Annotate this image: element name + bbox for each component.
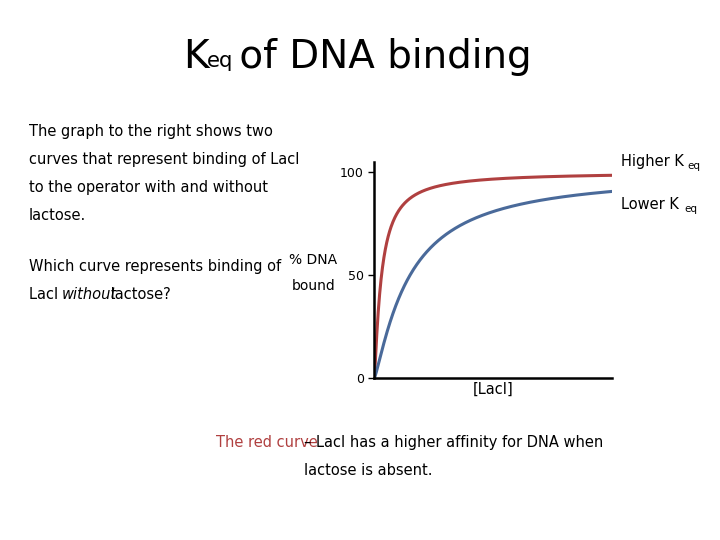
Text: eq: eq <box>207 51 234 71</box>
Text: The graph to the right shows two: The graph to the right shows two <box>29 124 273 139</box>
Text: curves that represent binding of LacI: curves that represent binding of LacI <box>29 152 300 167</box>
Text: % DNA: % DNA <box>289 253 337 267</box>
X-axis label: [LacI]: [LacI] <box>473 382 513 397</box>
Text: lactose is absent.: lactose is absent. <box>304 463 432 478</box>
Text: Lower K: Lower K <box>621 198 678 212</box>
Text: eq: eq <box>684 204 697 214</box>
Text: of DNA binding: of DNA binding <box>227 38 531 76</box>
Text: eq: eq <box>687 160 700 171</box>
Text: Higher K: Higher K <box>621 154 683 170</box>
Text: without: without <box>62 287 117 302</box>
Text: Which curve represents binding of: Which curve represents binding of <box>29 259 281 274</box>
Text: LacI: LacI <box>29 287 63 302</box>
Text: – LacI has a higher affinity for DNA when: – LacI has a higher affinity for DNA whe… <box>304 435 603 450</box>
Text: The red curve: The red curve <box>216 435 318 450</box>
Text: lactose.: lactose. <box>29 208 86 224</box>
Text: to the operator with and without: to the operator with and without <box>29 180 268 195</box>
Text: lactose?: lactose? <box>106 287 171 302</box>
Text: bound: bound <box>292 279 335 293</box>
Text: K: K <box>184 38 210 76</box>
